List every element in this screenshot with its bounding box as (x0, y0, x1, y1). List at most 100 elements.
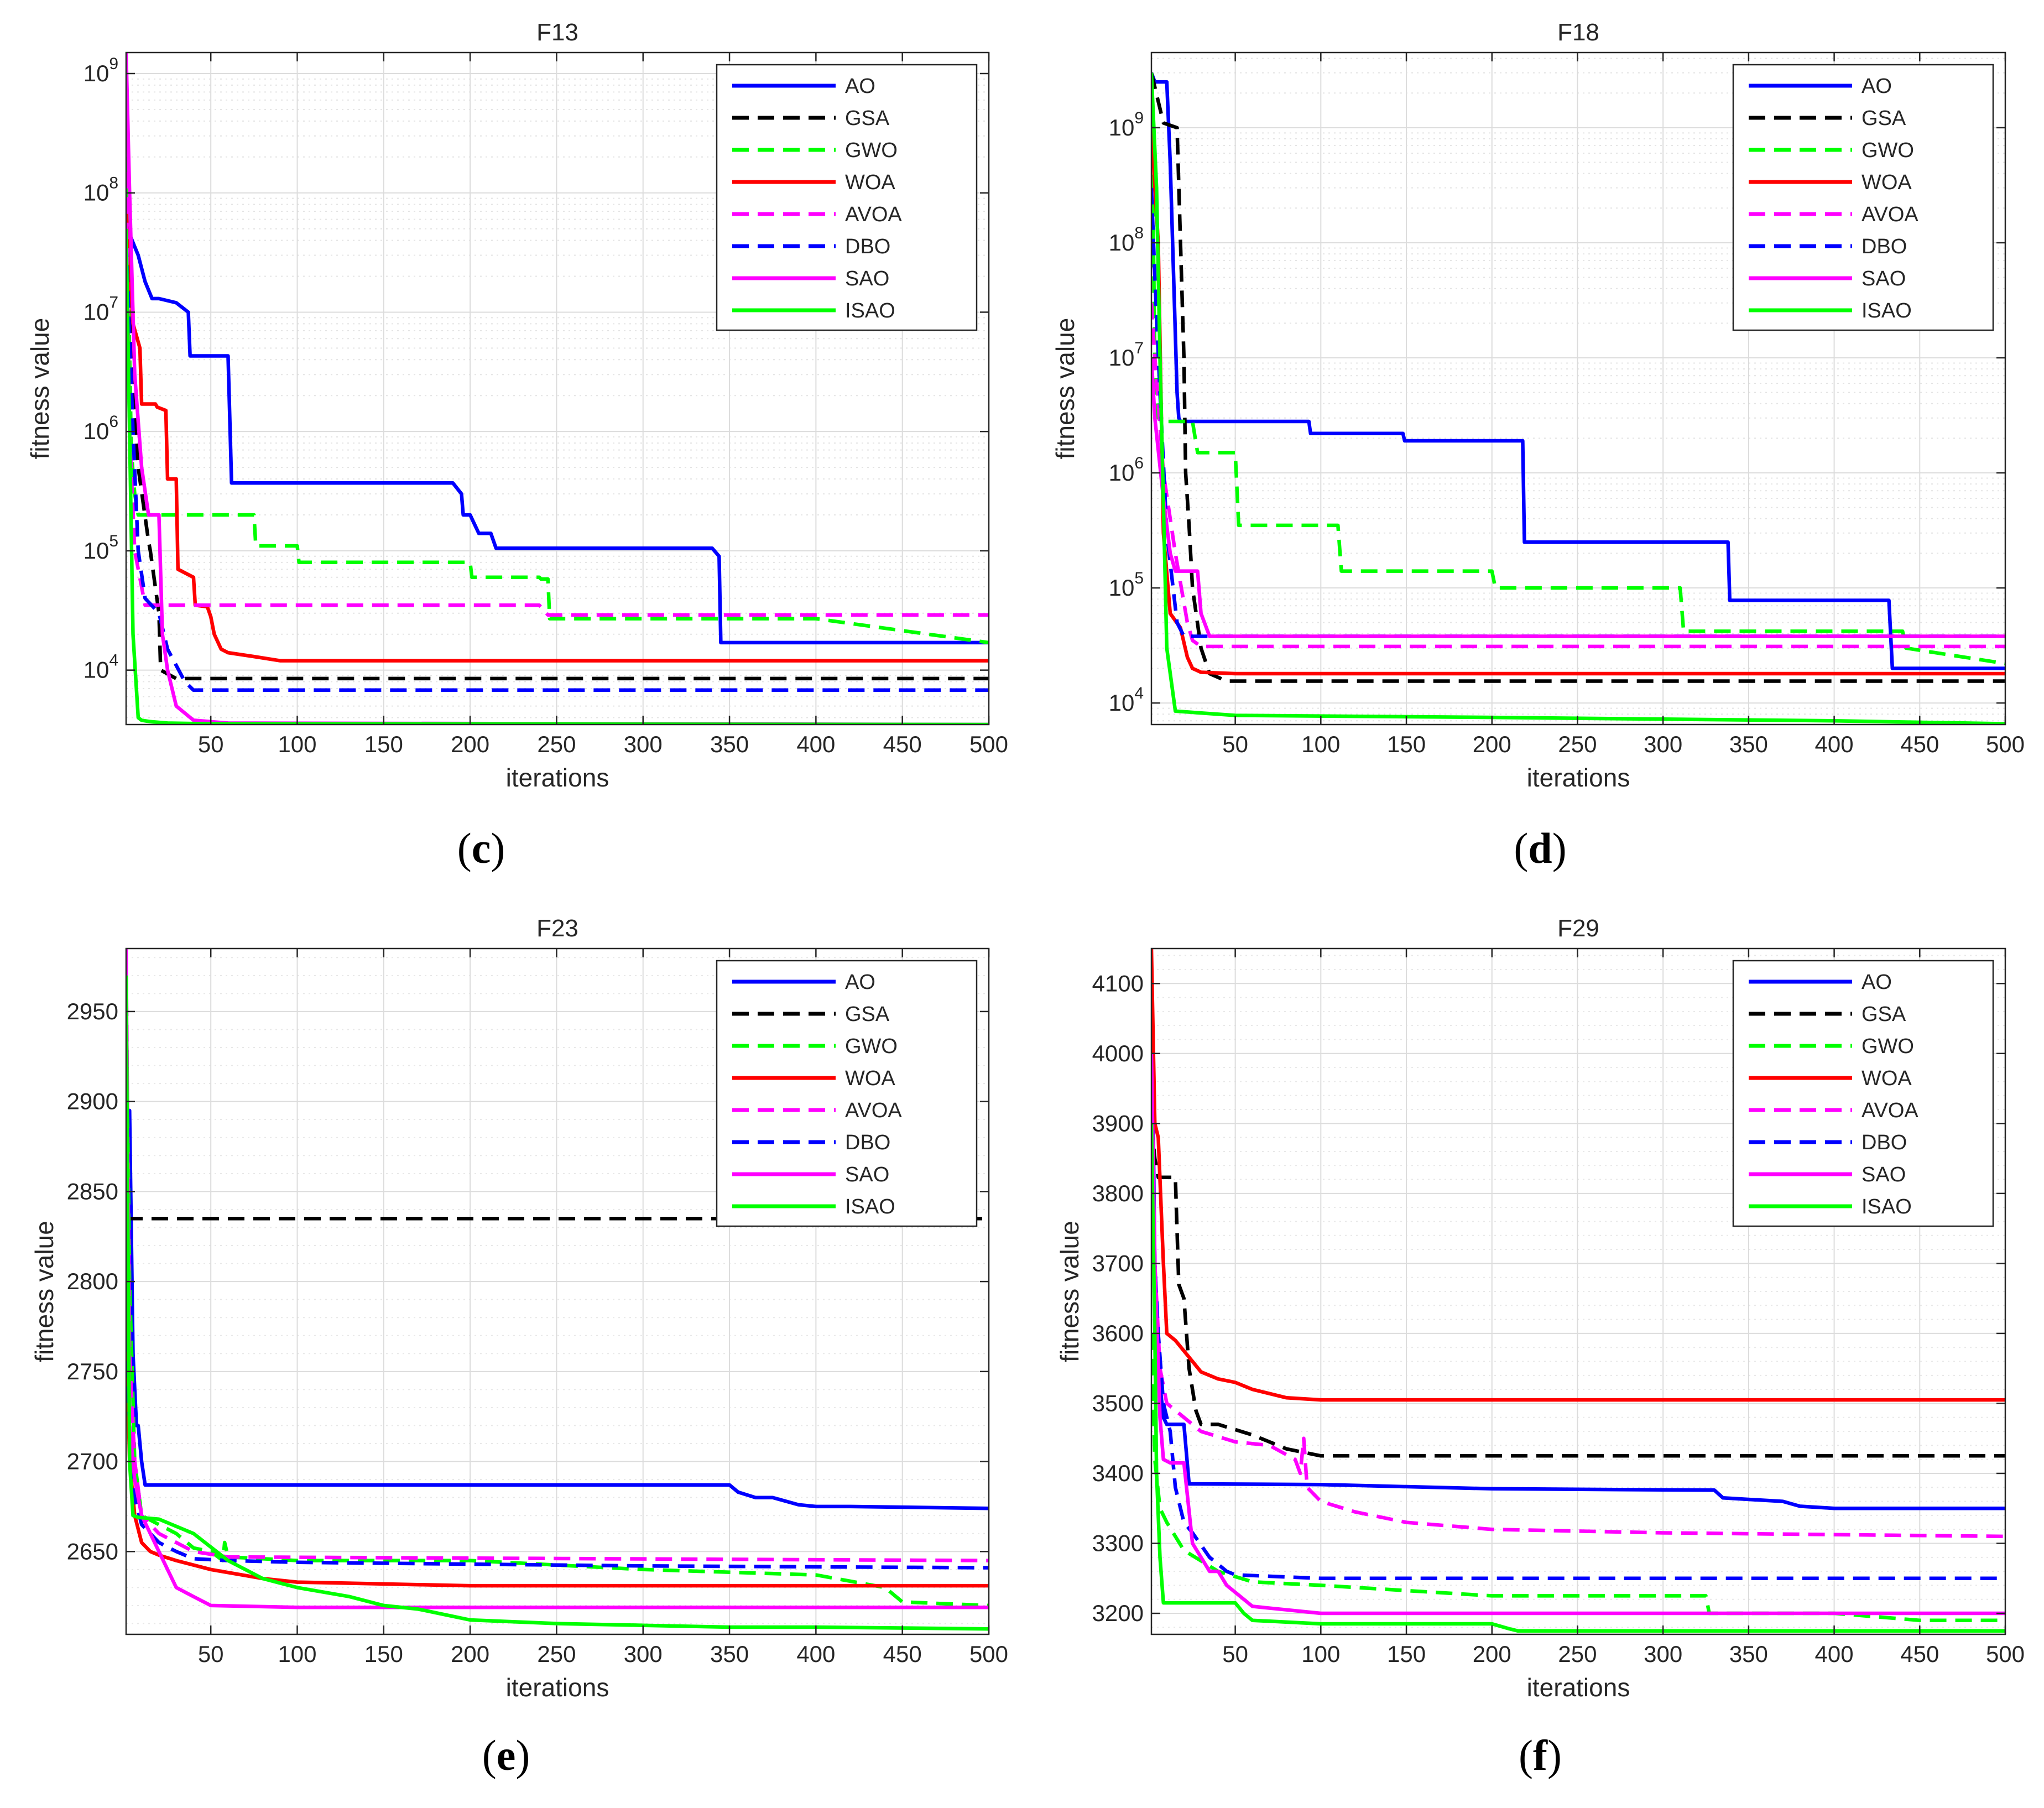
x-axis-label: iterations (1527, 1673, 1630, 1702)
legend-label-ao: AO (1861, 971, 1892, 994)
x-tick-label: 200 (451, 731, 489, 757)
series-line-dbo (126, 240, 989, 692)
axes-frame (1150, 947, 2006, 1635)
panel-label: (d) (1514, 824, 1566, 872)
x-tick-label: 400 (1815, 1641, 1854, 1667)
tick-group: 50 100 150 200 250 300 350 400 450 500 3200 3300 340… (1092, 949, 2025, 1667)
series-line-gwo (1151, 72, 2005, 666)
y-tick-exponent: 5 (1134, 569, 1144, 587)
x-tick-label: 400 (1815, 731, 1854, 757)
x-tick-label: 250 (1558, 731, 1597, 757)
legend-label-ao: AO (1861, 75, 1892, 98)
axes-frame (125, 51, 990, 726)
x-tick-label: 250 (537, 731, 576, 757)
x-tick-label: 300 (624, 1641, 663, 1667)
legend-label-isao: ISAO (1861, 299, 1912, 322)
x-tick-label: 100 (278, 1641, 316, 1667)
panel-letter: e (497, 1731, 516, 1779)
y-tick-exponent: 7 (109, 293, 118, 311)
x-tick-label: 50 (1222, 731, 1248, 757)
legend-label-woa: WOA (845, 171, 895, 194)
x-tick-label: 100 (1301, 1641, 1340, 1667)
y-tick-label: 2900 (67, 1088, 118, 1114)
y-tick-label: 2700 (67, 1449, 118, 1474)
y-axis-label: fitness value (1051, 318, 1080, 460)
panel-paren: ( (1514, 824, 1528, 872)
panel-label: (e) (482, 1731, 530, 1779)
panel-label: (c) (457, 824, 505, 872)
x-tick-label: 500 (1986, 731, 2025, 757)
series-line-ao (126, 1108, 989, 1510)
y-tick-label: 106 (84, 413, 118, 444)
panel-paren: ) (1547, 1731, 1562, 1779)
legend-label-dbo: DBO (1861, 235, 1907, 258)
legend-label-avoa: AVOA (1861, 1099, 1918, 1122)
y-tick-label: 3900 (1092, 1110, 1144, 1136)
legend-label-dbo: DBO (845, 1131, 890, 1154)
y-tick-base: 10 (1109, 230, 1135, 256)
legend: AO GSA GWO WOA AVOA DBO SAO ISAO (1732, 960, 1994, 1227)
series-line-ao (1151, 983, 2005, 1510)
chart-panel-f: 50 100 150 200 250 300 350 400 450 500 3200 3300 340… (1055, 915, 2025, 1779)
series-line-sao (126, 53, 989, 725)
legend-label-gwo: GWO (845, 139, 898, 162)
legend-label-isao: ISAO (845, 1195, 895, 1218)
series-line-ao (126, 227, 989, 645)
y-tick-exponent: 9 (1134, 109, 1144, 127)
y-tick-label: 108 (84, 174, 118, 206)
legend-box (1732, 64, 1994, 331)
legend-label-sao: SAO (845, 267, 889, 290)
x-tick-label: 150 (1387, 1641, 1426, 1667)
series-line-gsa (1151, 72, 2005, 683)
y-tick-base: 10 (84, 538, 109, 564)
series-line-isao (126, 975, 989, 1631)
axes-frame (1150, 51, 2006, 726)
chart-title: F13 (536, 19, 578, 46)
y-tick-exponent: 8 (109, 174, 118, 192)
legend-label-gsa: GSA (845, 107, 890, 130)
y-tick-exponent: 8 (1134, 224, 1144, 242)
x-axis-label: iterations (506, 763, 609, 792)
legend-label-dbo: DBO (845, 235, 890, 258)
panel-paren: ( (457, 824, 472, 872)
grid (126, 949, 989, 1634)
series-line-avoa (1151, 303, 2005, 649)
x-tick-label: 400 (796, 731, 835, 757)
y-tick-label: 106 (1109, 454, 1144, 486)
y-tick-label: 104 (1109, 684, 1144, 716)
legend-label-gsa: GSA (1861, 107, 1906, 130)
y-tick-base: 10 (84, 299, 109, 325)
x-tick-label: 300 (624, 731, 663, 757)
y-tick-exponent: 6 (109, 413, 118, 431)
series-line-sao (126, 949, 989, 1609)
y-tick-label: 107 (1109, 339, 1144, 371)
tick-group: 50 100 150 200 250 300 350 400 450 500 2650 2700 275… (67, 949, 1008, 1667)
y-tick-label: 3800 (1092, 1180, 1144, 1206)
x-tick-label: 50 (198, 731, 224, 757)
panel-paren: ) (515, 1731, 530, 1779)
legend-label-avoa: AVOA (1861, 203, 1918, 226)
series-line-sao (1151, 1053, 2005, 1616)
series-line-dbo (1151, 1123, 2005, 1581)
y-tick-label: 105 (1109, 569, 1144, 601)
y-tick-base: 10 (1109, 690, 1135, 716)
y-tick-label: 3300 (1092, 1530, 1144, 1556)
legend-label-gsa: GSA (1861, 1003, 1906, 1026)
x-tick-label: 200 (451, 1641, 489, 1667)
x-tick-label: 150 (364, 731, 403, 757)
panel-letter: d (1528, 824, 1552, 872)
tick-group: 50 100 150 200 250 300 350 400 450 50010410510610… (1109, 53, 2025, 757)
x-tick-label: 200 (1473, 731, 1511, 757)
legend-label-gwo: GWO (1861, 139, 1914, 162)
chart-panel-c: 50 100 150 200 250 300 350 400 450 50010410510610… (25, 19, 1008, 872)
x-tick-label: 100 (1301, 731, 1340, 757)
x-tick-label: 450 (883, 731, 922, 757)
x-tick-label: 200 (1473, 1641, 1511, 1667)
x-tick-label: 150 (364, 1641, 403, 1667)
grid (1151, 949, 2006, 1634)
y-tick-exponent: 9 (109, 55, 118, 73)
series-line-isao (1151, 72, 2005, 725)
panel-letter: c (472, 824, 491, 872)
legend-label-isao: ISAO (1861, 1195, 1912, 1218)
x-tick-label: 500 (969, 1641, 1008, 1667)
